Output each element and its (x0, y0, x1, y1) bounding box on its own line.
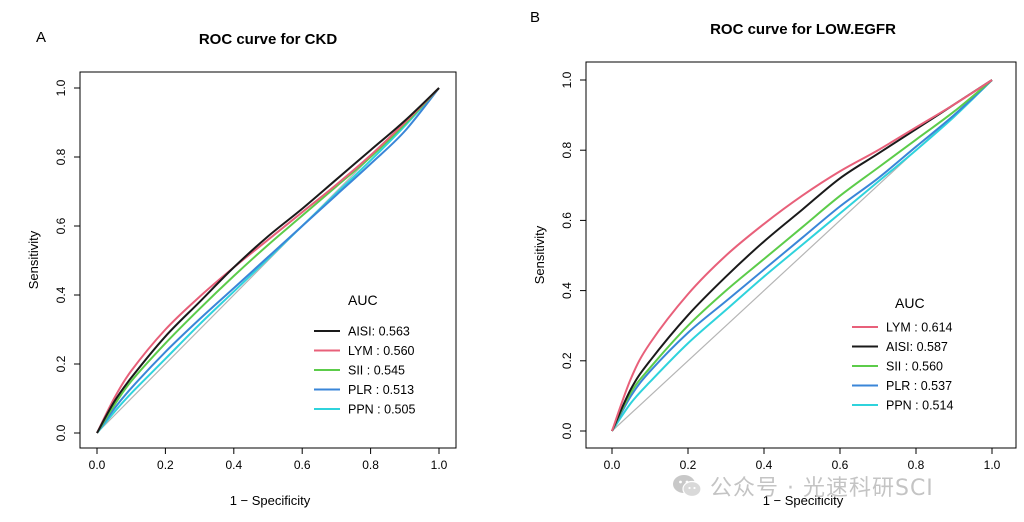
panel-b-y-tick-label: 0.4 (560, 282, 574, 299)
panel-letter-b: B (530, 9, 540, 26)
panel-a-y-tick-label: 0.0 (54, 424, 68, 441)
panel-b-y-axis-label: Sensitivity (532, 225, 547, 284)
panel-a-legend: AISI: 0.563 LYM : 0.560 SII : 0.545 PLR : 0… (314, 325, 415, 417)
panel-b-series-line-3 (611, 79, 993, 432)
panel-b-y-tick-label: 0.8 (560, 142, 574, 159)
panel-a-series-line-0 (96, 87, 440, 434)
panel-b-plot-frame (585, 61, 1017, 449)
panel-a-legend-label-1: LYM : 0.560 (348, 344, 415, 358)
panel-a-legend-label-0: AISI: 0.563 (348, 325, 410, 339)
panel-a-x-tick-label: 0.4 (225, 458, 242, 472)
panel-a-x-tick-label: 0.2 (157, 458, 174, 472)
watermark-text: 公众号 · 光速科研SCI (710, 476, 934, 501)
panel-a: A ROC curve for CKD 0.0 0.2 0.4 0.6 0.8 1.00.… (26, 29, 457, 508)
panel-a-legend-label-3: PLR : 0.513 (348, 383, 414, 397)
panel-b-legend-label-0: LYM : 0.614 (886, 321, 953, 335)
panel-b-legend-title: AUC (895, 295, 925, 311)
panel-a-plot-frame (79, 71, 457, 449)
panel-a-series-line-3 (96, 87, 440, 434)
panel-b-series-line-0 (611, 79, 993, 432)
panel-a-series-line-4 (96, 87, 440, 434)
wechat-icon (673, 475, 702, 498)
panel-b-x-tick-label: 0.2 (680, 458, 697, 472)
panel-b-legend-label-2: SII : 0.560 (886, 360, 943, 374)
panel-b-x-axis-label: 1 − Specificity (763, 493, 844, 508)
panel-b-y-tick-label: 0.0 (560, 422, 574, 439)
panel-a-y-axis-label: Sensitivity (26, 230, 41, 289)
panel-b-plot: 0.0 0.2 0.4 0.6 0.8 1.0 0.0 0.2 0.4 0.6 0.8 1.0 (560, 71, 1000, 472)
panel-a-y-tick-label: 0.2 (54, 355, 68, 372)
panel-b-x-tick-label: 0.4 (756, 458, 773, 472)
panel-a-x-tick-label: 0.6 (294, 458, 311, 472)
panel-b-legend: LYM : 0.614 AISI: 0.587 SII : 0.560 PLR : 0… (852, 321, 953, 413)
panel-b-x-tick-label: 1.0 (984, 458, 1001, 472)
panel-a-y-tick-label: 0.4 (54, 286, 68, 303)
panel-b-legend-label-4: PPN : 0.514 (886, 399, 953, 413)
panel-a-series-line-1 (96, 87, 440, 434)
panel-b: B ROC curve for LOW.EGFR 0.0 0.2 0.4 0.6 0.8… (530, 9, 1017, 508)
panel-b-series-line-1 (611, 79, 993, 432)
panel-a-y-tick-label: 1.0 (54, 79, 68, 96)
panel-a-plot: 0.0 0.2 0.4 0.6 0.8 1.0 0.0 0.2 0.4 0.6 0.8 1.0 (54, 79, 447, 472)
panel-b-legend-label-1: AISI: 0.587 (886, 340, 948, 354)
panel-a-x-tick-label: 0.8 (362, 458, 379, 472)
panel-b-series-line-2 (611, 79, 993, 432)
panel-a-legend-label-4: PPN : 0.505 (348, 403, 415, 417)
panel-b-title: ROC curve for LOW.EGFR (710, 21, 896, 38)
panel-a-y-tick-label: 0.8 (54, 148, 68, 165)
panel-b-series-line-4 (611, 79, 993, 432)
panel-a-y-tick-label: 0.6 (54, 217, 68, 234)
panel-a-legend-title: AUC (348, 292, 378, 308)
panel-b-x-tick-label: 0.8 (908, 458, 925, 472)
panel-b-x-tick-label: 0.6 (832, 458, 849, 472)
panel-b-y-tick-label: 1.0 (560, 71, 574, 88)
panel-b-y-tick-label: 0.6 (560, 212, 574, 229)
panel-a-series-line-2 (96, 87, 440, 434)
panel-a-x-axis-label: 1 − Specificity (230, 493, 311, 508)
panel-a-title: ROC curve for CKD (199, 31, 338, 48)
panel-b-x-tick-label: 0.0 (604, 458, 621, 472)
panel-a-legend-label-2: SII : 0.545 (348, 364, 405, 378)
watermark: 公众号 · 光速科研SCI (672, 466, 1002, 506)
panel-letter-a: A (36, 29, 46, 46)
panel-a-x-tick-label: 1.0 (431, 458, 448, 472)
panel-a-x-tick-label: 0.0 (89, 458, 106, 472)
panel-b-y-tick-label: 0.2 (560, 352, 574, 369)
panel-b-legend-label-3: PLR : 0.537 (886, 379, 952, 393)
